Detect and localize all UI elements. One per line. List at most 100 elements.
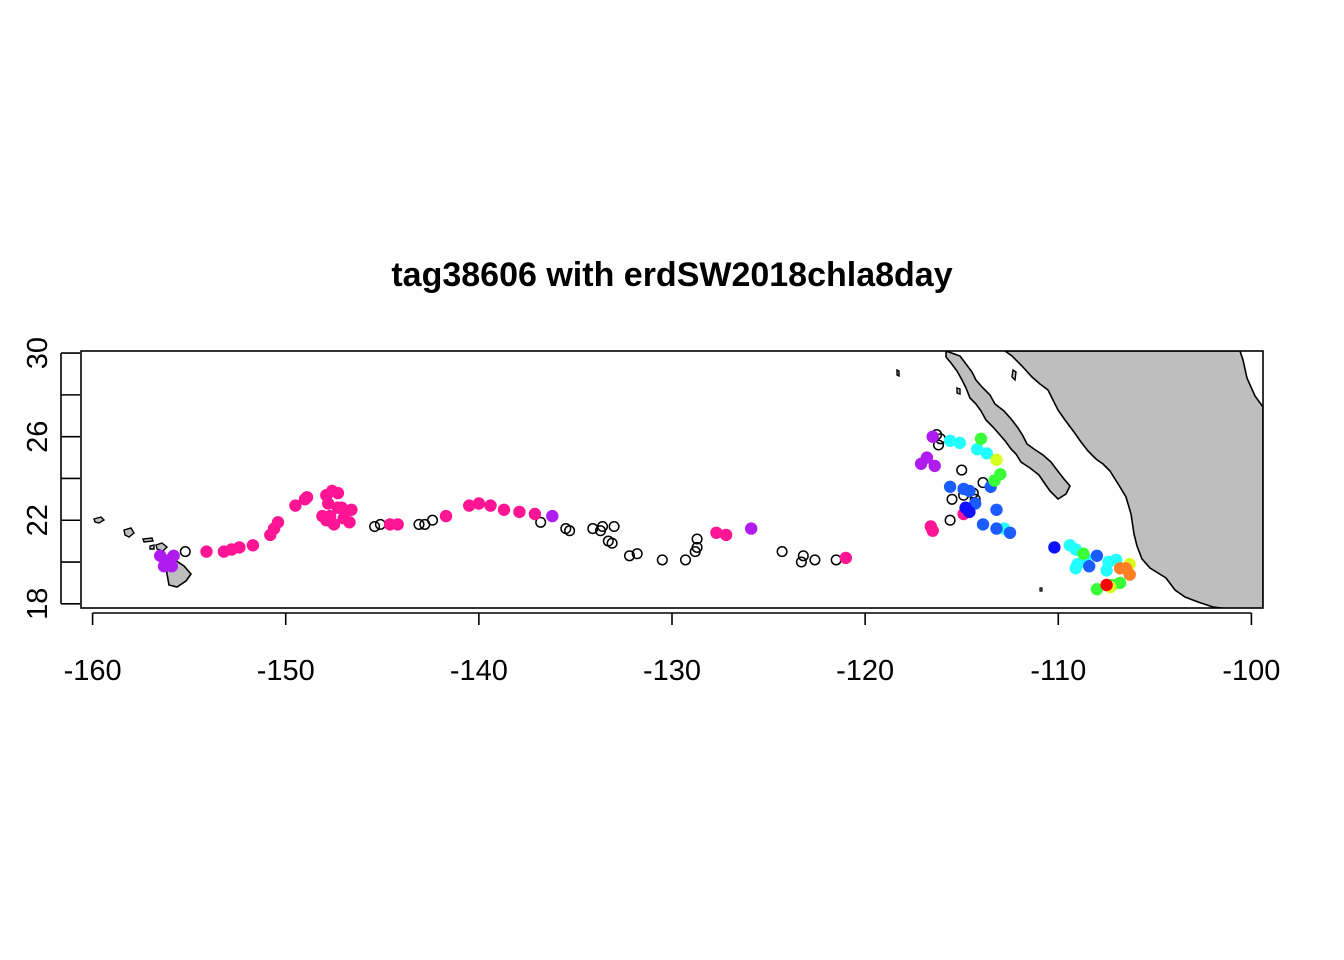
chart-title: tag38606 with erdSW2018chla8day — [391, 256, 952, 294]
data-point-green — [988, 474, 1001, 487]
data-point-magenta — [271, 516, 285, 529]
data-point-open — [944, 514, 956, 526]
data-point-yellow — [990, 453, 1003, 466]
x-tick-label: -120 — [836, 655, 894, 687]
x-tick-label: -100 — [1222, 655, 1280, 687]
data-point-purple — [920, 451, 934, 464]
y-axis: 18 22 26 30 — [22, 337, 80, 620]
island-kauai — [93, 516, 106, 524]
data-point-purple — [926, 430, 939, 443]
data-point-magenta — [528, 507, 542, 521]
data-point-open — [606, 537, 618, 549]
y-tick-label: 22 — [22, 504, 54, 536]
mainland-mexico-landmass — [1003, 351, 1263, 608]
y-tick-label: 30 — [22, 337, 54, 369]
data-point-cyan — [1069, 562, 1082, 575]
data-point-open — [946, 493, 958, 505]
data-point-purple — [165, 560, 178, 573]
data-point-open — [608, 520, 620, 533]
island-molokai — [142, 537, 154, 543]
data-point-open — [374, 518, 386, 530]
data-point-open — [369, 520, 381, 533]
data-point-open — [679, 554, 692, 566]
baja-california-landmass — [945, 351, 1071, 501]
data-point-open — [413, 518, 425, 530]
data-point-purple — [167, 549, 180, 562]
data-point-magenta — [497, 503, 511, 516]
data-point-cyan — [971, 443, 984, 456]
data-point-open — [691, 533, 703, 545]
data-point-magenta — [719, 528, 733, 542]
data-point-green — [1090, 583, 1104, 596]
y-tick-label: 26 — [22, 421, 54, 453]
data-point-open — [656, 554, 668, 566]
data-point-cyan — [1102, 555, 1115, 569]
data-point-magenta — [513, 505, 526, 519]
data-point-green — [974, 432, 988, 445]
data-point-open — [631, 548, 643, 560]
data-point-magenta — [710, 526, 723, 539]
data-point-magenta — [839, 551, 852, 565]
data-point-magenta — [345, 503, 358, 516]
data-point-open — [623, 550, 636, 562]
data-point-red — [1100, 578, 1113, 592]
data-point-open — [535, 516, 547, 528]
data-point-purple — [546, 509, 559, 523]
data-point-open — [564, 525, 576, 537]
data-point-open — [776, 546, 788, 558]
data-point-magenta — [289, 499, 302, 512]
data-point-blue — [976, 518, 990, 531]
data-point-magenta — [484, 499, 497, 512]
data-point-magenta — [233, 541, 246, 554]
data-point-magenta — [926, 524, 939, 537]
data-point-open — [797, 550, 809, 562]
data-point-blue — [943, 480, 957, 493]
data-point-open — [956, 464, 968, 476]
data-point-magenta — [331, 486, 345, 500]
data-point-green — [1077, 547, 1090, 560]
data-point-magenta — [472, 497, 486, 510]
y-tick-label: 18 — [22, 588, 54, 620]
x-tick-label: -130 — [643, 655, 701, 687]
data-point-magenta — [327, 518, 341, 531]
data-point-open — [809, 554, 821, 566]
island-gulf — [1011, 368, 1017, 382]
data-points-layer — [154, 429, 1136, 596]
data-point-magenta — [300, 491, 314, 504]
data-point-orange — [1123, 568, 1136, 581]
data-point-open — [426, 514, 439, 526]
island-oahu — [123, 527, 135, 538]
x-tick-label: -110 — [1030, 655, 1086, 687]
island-cedros — [956, 387, 961, 395]
data-point-purple — [154, 549, 167, 562]
data-point-blue — [1083, 560, 1096, 573]
land-layer — [93, 351, 1263, 608]
data-point-magenta — [439, 509, 453, 523]
data-point-open — [830, 554, 842, 566]
data-point-open — [179, 546, 191, 558]
x-axis: -160 -150 -140 -130 -120 -110 -100 — [64, 612, 1280, 687]
data-point-darkblue — [963, 505, 976, 519]
x-tick-label: -140 — [450, 655, 508, 687]
island-guadalupe — [896, 368, 900, 378]
data-point-darkblue — [1048, 541, 1061, 554]
data-point-open — [932, 439, 945, 451]
data-point-purple — [745, 522, 758, 535]
data-point-purple — [928, 459, 941, 473]
island-lanai — [149, 544, 155, 550]
data-point-magenta — [343, 516, 356, 529]
data-point-blue — [990, 522, 1003, 535]
data-point-magenta — [331, 501, 345, 514]
data-point-magenta — [200, 545, 213, 558]
data-point-magenta — [463, 499, 476, 512]
x-tick-label: -160 — [64, 655, 122, 687]
data-point-open — [795, 556, 807, 568]
data-point-blue — [990, 503, 1003, 516]
plot-frame — [80, 350, 1264, 609]
data-point-blue — [1003, 526, 1017, 539]
data-point-blue — [1090, 549, 1104, 562]
data-point-cyan — [943, 434, 957, 447]
data-point-open — [689, 546, 701, 558]
data-point-open — [596, 520, 609, 533]
